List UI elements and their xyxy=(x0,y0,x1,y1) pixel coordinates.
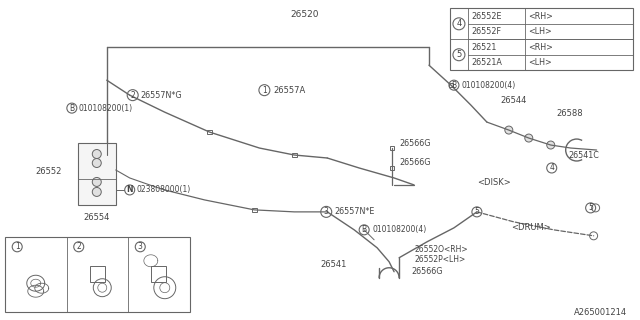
Text: 26541C: 26541C xyxy=(569,150,600,159)
Text: 010108200(4): 010108200(4) xyxy=(462,81,516,90)
Circle shape xyxy=(547,141,555,149)
Bar xyxy=(78,143,116,205)
Text: <RH>: <RH> xyxy=(528,43,553,52)
Circle shape xyxy=(92,149,101,158)
Text: 26557A: 26557A xyxy=(273,86,306,95)
Text: 26541: 26541 xyxy=(321,260,347,269)
Bar xyxy=(90,266,105,282)
Text: <DISK>: <DISK> xyxy=(477,179,511,188)
Text: B: B xyxy=(451,81,456,90)
Text: <LH>: <LH> xyxy=(528,58,552,67)
Bar xyxy=(207,130,212,134)
Text: B: B xyxy=(69,104,74,113)
Text: 4: 4 xyxy=(549,164,554,172)
Text: 1: 1 xyxy=(15,242,20,251)
Text: 26521A: 26521A xyxy=(471,58,502,67)
Text: 26552E: 26552E xyxy=(471,12,501,20)
Text: 3: 3 xyxy=(138,242,143,251)
Text: 26552O<RH>: 26552O<RH> xyxy=(414,245,468,254)
Text: 26566G: 26566G xyxy=(399,139,431,148)
Circle shape xyxy=(591,204,600,212)
Text: 010108200(4): 010108200(4) xyxy=(372,225,426,234)
Text: 26552: 26552 xyxy=(35,167,62,176)
Text: 26588: 26588 xyxy=(557,108,583,118)
Text: <RH>: <RH> xyxy=(528,12,553,20)
Circle shape xyxy=(92,188,101,196)
Text: 5: 5 xyxy=(474,207,479,216)
Text: 26552F: 26552F xyxy=(471,27,501,36)
Bar xyxy=(390,146,394,150)
Text: 26566G: 26566G xyxy=(411,267,442,276)
Text: N: N xyxy=(127,185,133,195)
Text: 5: 5 xyxy=(456,50,461,59)
Text: B: B xyxy=(362,225,367,234)
Text: 010108200(1): 010108200(1) xyxy=(79,104,133,113)
Bar xyxy=(292,153,296,157)
Text: 5: 5 xyxy=(588,204,593,212)
Text: 26552P<LH>: 26552P<LH> xyxy=(414,255,465,264)
Circle shape xyxy=(505,126,513,134)
Text: 3: 3 xyxy=(324,207,329,216)
Text: 26520: 26520 xyxy=(290,10,319,19)
Bar xyxy=(5,237,189,312)
Bar xyxy=(390,166,394,170)
Text: 26557N*E: 26557N*E xyxy=(334,207,374,216)
Bar xyxy=(450,8,632,70)
Circle shape xyxy=(92,158,101,167)
Circle shape xyxy=(92,178,101,187)
Circle shape xyxy=(525,134,532,142)
Text: 26521: 26521 xyxy=(471,43,496,52)
Text: <LH>: <LH> xyxy=(528,27,552,36)
Bar xyxy=(151,266,166,282)
Text: 26544: 26544 xyxy=(501,96,527,105)
Text: A265001214: A265001214 xyxy=(573,308,627,317)
Bar xyxy=(252,208,257,212)
Bar xyxy=(449,83,453,87)
Text: 023808000(1): 023808000(1) xyxy=(137,185,191,195)
Text: 26557N*G: 26557N*G xyxy=(141,91,182,100)
Text: 26554: 26554 xyxy=(84,213,110,222)
Circle shape xyxy=(589,232,598,240)
Text: 26566G: 26566G xyxy=(399,158,431,167)
Text: 2: 2 xyxy=(131,91,135,100)
Text: 1: 1 xyxy=(262,86,267,95)
Text: 2: 2 xyxy=(76,242,81,251)
Text: <DRUM>: <DRUM> xyxy=(511,223,550,232)
Text: 4: 4 xyxy=(456,19,461,28)
